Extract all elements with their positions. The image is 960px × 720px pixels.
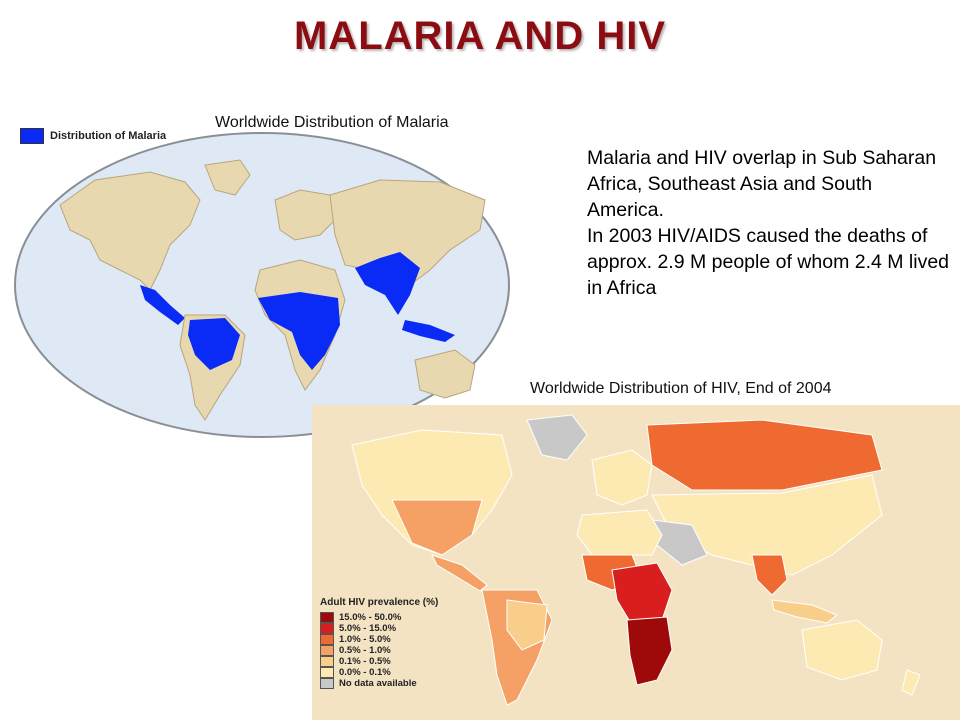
- malaria-land-australia: [414, 349, 476, 399]
- hiv-land-brazil: [506, 599, 548, 651]
- malaria-area-south-america: [188, 318, 240, 370]
- malaria-legend-swatch: [20, 128, 44, 144]
- hiv-legend-swatch: [320, 645, 334, 656]
- malaria-legend-label: Distribution of Malaria: [50, 130, 167, 142]
- hiv-legend-row: No data available: [320, 678, 438, 689]
- hiv-legend-label: 0.0% - 0.1%: [339, 667, 391, 678]
- hiv-legend-swatch: [320, 656, 334, 667]
- hiv-legend-row: 0.0% - 0.1%: [320, 667, 438, 678]
- hiv-legend-swatch: [320, 678, 334, 689]
- hiv-distribution-map: [312, 405, 960, 720]
- hiv-legend-title: Adult HIV prevalence (%): [320, 597, 439, 608]
- hiv-land-new-zealand: [901, 669, 921, 696]
- hiv-legend-label: No data available: [339, 678, 417, 689]
- description-paragraph-2: In 2003 HIV/AIDS caused the deaths of ap…: [587, 225, 950, 299]
- hiv-land-southern-africa: [626, 616, 673, 686]
- malaria-area-africa: [258, 292, 340, 370]
- hiv-land-north-africa: [576, 509, 663, 556]
- hiv-legend-label: 5.0% - 15.0%: [339, 623, 397, 634]
- malaria-land-north-america: [59, 171, 201, 291]
- malaria-land-greenland: [204, 159, 251, 196]
- hiv-land-russia: [646, 419, 883, 491]
- description-text: Malaria and HIV overlap in Sub Saharan A…: [587, 145, 952, 301]
- hiv-legend: Adult HIV prevalence (%) 15.0% - 50.0% 5…: [320, 597, 438, 689]
- hiv-land-europe: [591, 449, 653, 506]
- description-paragraph-1: Malaria and HIV overlap in Sub Saharan A…: [587, 147, 937, 221]
- hiv-land-central-america: [431, 554, 488, 592]
- hiv-legend-swatch: [320, 667, 334, 678]
- slide-title: MALARIA AND HIV: [293, 14, 666, 58]
- hiv-legend-row: 5.0% - 15.0%: [320, 623, 438, 634]
- hiv-land-australia: [801, 619, 883, 681]
- hiv-legend-label: 0.5% - 1.0%: [339, 645, 391, 656]
- malaria-area-asia: [355, 252, 420, 315]
- malaria-legend: Distribution of Malaria: [20, 128, 166, 144]
- hiv-legend-swatch: [320, 612, 334, 623]
- hiv-land-united-states: [391, 499, 483, 556]
- hiv-legend-swatch: [320, 634, 334, 645]
- hiv-legend-row: 0.5% - 1.0%: [320, 645, 438, 656]
- malaria-land-europe: [274, 189, 336, 241]
- hiv-legend-row: 0.1% - 0.5%: [320, 656, 438, 667]
- malaria-land-asia: [329, 179, 486, 286]
- malaria-map-caption: Worldwide Distribution of Malaria: [215, 114, 449, 131]
- malaria-area-indonesia: [402, 320, 455, 342]
- hiv-legend-label: 15.0% - 50.0%: [339, 612, 402, 623]
- hiv-legend-label: 1.0% - 5.0%: [339, 634, 391, 645]
- hiv-legend-row: 1.0% - 5.0%: [320, 634, 438, 645]
- hiv-land-indonesia: [771, 599, 838, 624]
- malaria-distribution-map: [14, 132, 510, 438]
- hiv-legend-row: 15.0% - 50.0%: [320, 612, 438, 623]
- hiv-land-southeast-asia: [751, 554, 788, 596]
- hiv-legend-label: 0.1% - 0.5%: [339, 656, 391, 667]
- hiv-land-greenland: [526, 414, 588, 461]
- hiv-map-caption: Worldwide Distribution of HIV, End of 20…: [530, 380, 832, 397]
- malaria-area-central-america: [140, 285, 185, 325]
- hiv-legend-swatch: [320, 623, 334, 634]
